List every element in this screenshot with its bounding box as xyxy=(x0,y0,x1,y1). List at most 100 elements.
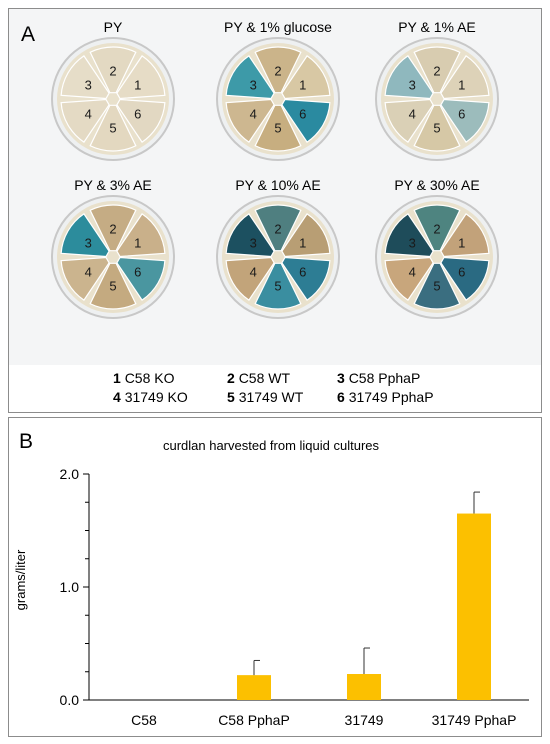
petri-dish: 1 6 5 4 3 2 xyxy=(216,37,340,161)
plate-sector xyxy=(89,262,137,310)
sector-number: 1 xyxy=(134,236,141,251)
plate-sector xyxy=(60,256,110,301)
plate-sector xyxy=(225,213,275,258)
plate-sector xyxy=(440,98,490,143)
petri-dish: 1 6 5 4 3 2 xyxy=(375,195,499,319)
plate-sector xyxy=(89,204,137,252)
sector-number: 5 xyxy=(433,279,440,294)
sector-number: 4 xyxy=(409,264,416,279)
plate-sector xyxy=(384,213,434,258)
sector-number: 2 xyxy=(109,221,116,236)
bar-chart: curdlan harvested from liquid cultures g… xyxy=(13,438,529,728)
sector-number: 5 xyxy=(274,279,281,294)
sector-number: 6 xyxy=(299,106,306,121)
sector-number: 5 xyxy=(109,279,116,294)
legend-item-2: 2 C58 WT xyxy=(227,370,291,386)
plate-sector xyxy=(440,213,490,258)
y-tick-label: 0.0 xyxy=(60,692,80,708)
sector-number: 1 xyxy=(299,78,306,93)
legend-item-3: 3 C58 PphaP xyxy=(337,370,421,386)
plate-title: PY & 10% AE xyxy=(235,177,321,193)
sector-number: 3 xyxy=(409,78,416,93)
legend-item-6: 6 31749 PphaP xyxy=(337,389,434,405)
sector-number: 6 xyxy=(134,106,141,121)
plate-sector xyxy=(116,213,166,258)
sector-number: 4 xyxy=(250,264,257,279)
plate-sector xyxy=(413,104,461,152)
sector-number: 5 xyxy=(274,121,281,136)
plate-sector xyxy=(116,55,166,100)
plate-sector xyxy=(225,256,275,301)
plate-title: PY xyxy=(103,19,123,35)
plate-title: PY & 1% glucose xyxy=(224,19,332,35)
sector-number: 3 xyxy=(250,236,257,251)
sector-number: 3 xyxy=(409,236,416,251)
petri-dish: 1 6 5 4 3 2 xyxy=(216,195,340,319)
petri-dish: 1 6 5 4 3 2 xyxy=(51,195,175,319)
petri-dish: 1 6 5 4 3 2 xyxy=(51,37,175,161)
plate-sector xyxy=(89,104,137,152)
sector-number: 1 xyxy=(458,78,465,93)
panel-a: A PY 1 6 5 4 3 2 PY & 1% glucose 1 6 5 4 3 2 PY & 1% A… xyxy=(8,8,542,413)
sector-number: 4 xyxy=(409,106,416,121)
plate-sector xyxy=(384,256,434,301)
chart-title: curdlan harvested from liquid cultures xyxy=(163,438,380,453)
plate-sector xyxy=(384,98,434,143)
sector-number: 2 xyxy=(274,221,281,236)
sector-number: 2 xyxy=(433,221,440,236)
sector-number: 4 xyxy=(250,106,257,121)
plate-sector xyxy=(413,46,461,94)
y-tick-label: 2.0 xyxy=(60,466,80,482)
bar xyxy=(347,674,381,700)
y-tick-label: 1.0 xyxy=(60,579,80,595)
plate-sector xyxy=(440,256,490,301)
plate-sector xyxy=(116,98,166,143)
plate-sector xyxy=(89,46,137,94)
plate-sector xyxy=(60,55,110,100)
sector-number: 3 xyxy=(85,78,92,93)
plate-sector xyxy=(254,262,302,310)
plate-sector xyxy=(281,55,331,100)
sector-number: 5 xyxy=(109,121,116,136)
legend-item-5: 5 31749 WT xyxy=(227,389,304,405)
plate-sector xyxy=(254,104,302,152)
bar xyxy=(237,675,271,700)
petri-dish: 1 6 5 4 3 2 xyxy=(375,37,499,161)
sector-number: 4 xyxy=(85,264,92,279)
sector-number: 6 xyxy=(458,106,465,121)
plate-title: PY & 30% AE xyxy=(394,177,480,193)
x-tick-label: C58 xyxy=(131,712,157,728)
sector-number: 3 xyxy=(250,78,257,93)
plate-sector xyxy=(225,98,275,143)
sector-number: 2 xyxy=(274,63,281,78)
legend-item-4: 4 31749 KO xyxy=(113,389,188,405)
sector-number: 2 xyxy=(433,63,440,78)
plate-sector xyxy=(225,55,275,100)
panel-b: B curdlan harvested from liquid cultures… xyxy=(8,417,542,737)
plate-sector xyxy=(384,55,434,100)
plate-sector xyxy=(254,46,302,94)
plate-sector xyxy=(440,55,490,100)
plate-sector xyxy=(116,256,166,301)
sector-number: 5 xyxy=(433,121,440,136)
sector-number: 2 xyxy=(109,63,116,78)
plate-sector xyxy=(413,204,461,252)
plate-title: PY & 3% AE xyxy=(74,177,152,193)
plate-sector xyxy=(254,204,302,252)
plate-sector xyxy=(60,98,110,143)
sector-number: 1 xyxy=(458,236,465,251)
plate-sector xyxy=(60,213,110,258)
y-axis-label: grams/liter xyxy=(13,549,28,610)
plate-sector xyxy=(281,98,331,143)
plate-sector xyxy=(281,256,331,301)
sector-number: 6 xyxy=(134,264,141,279)
plate-sector xyxy=(281,213,331,258)
panel-b-letter: B xyxy=(19,430,34,453)
bar xyxy=(457,513,491,700)
plate-sector xyxy=(413,262,461,310)
legend-item-1: 1 C58 KO xyxy=(113,370,175,386)
sector-number: 6 xyxy=(299,264,306,279)
plate-title: PY & 1% AE xyxy=(398,19,476,35)
sector-number: 1 xyxy=(299,236,306,251)
sector-number: 3 xyxy=(85,236,92,251)
